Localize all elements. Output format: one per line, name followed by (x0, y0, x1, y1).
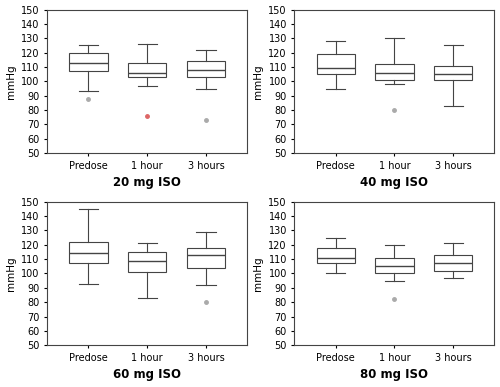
PathPatch shape (434, 255, 472, 271)
PathPatch shape (70, 242, 108, 264)
PathPatch shape (187, 248, 225, 268)
Y-axis label: mmHg: mmHg (253, 256, 263, 291)
X-axis label: 20 mg ISO: 20 mg ISO (114, 176, 181, 189)
X-axis label: 80 mg ISO: 80 mg ISO (360, 368, 428, 382)
PathPatch shape (70, 53, 108, 71)
Y-axis label: mmHg: mmHg (6, 256, 16, 291)
PathPatch shape (434, 65, 472, 80)
X-axis label: 60 mg ISO: 60 mg ISO (113, 368, 181, 382)
Y-axis label: mmHg: mmHg (253, 64, 263, 99)
PathPatch shape (187, 61, 225, 77)
PathPatch shape (316, 54, 355, 74)
PathPatch shape (376, 258, 414, 274)
PathPatch shape (376, 64, 414, 80)
PathPatch shape (128, 252, 166, 272)
PathPatch shape (128, 63, 166, 77)
Y-axis label: mmHg: mmHg (6, 64, 16, 99)
X-axis label: 40 mg ISO: 40 mg ISO (360, 176, 428, 189)
PathPatch shape (316, 248, 355, 264)
